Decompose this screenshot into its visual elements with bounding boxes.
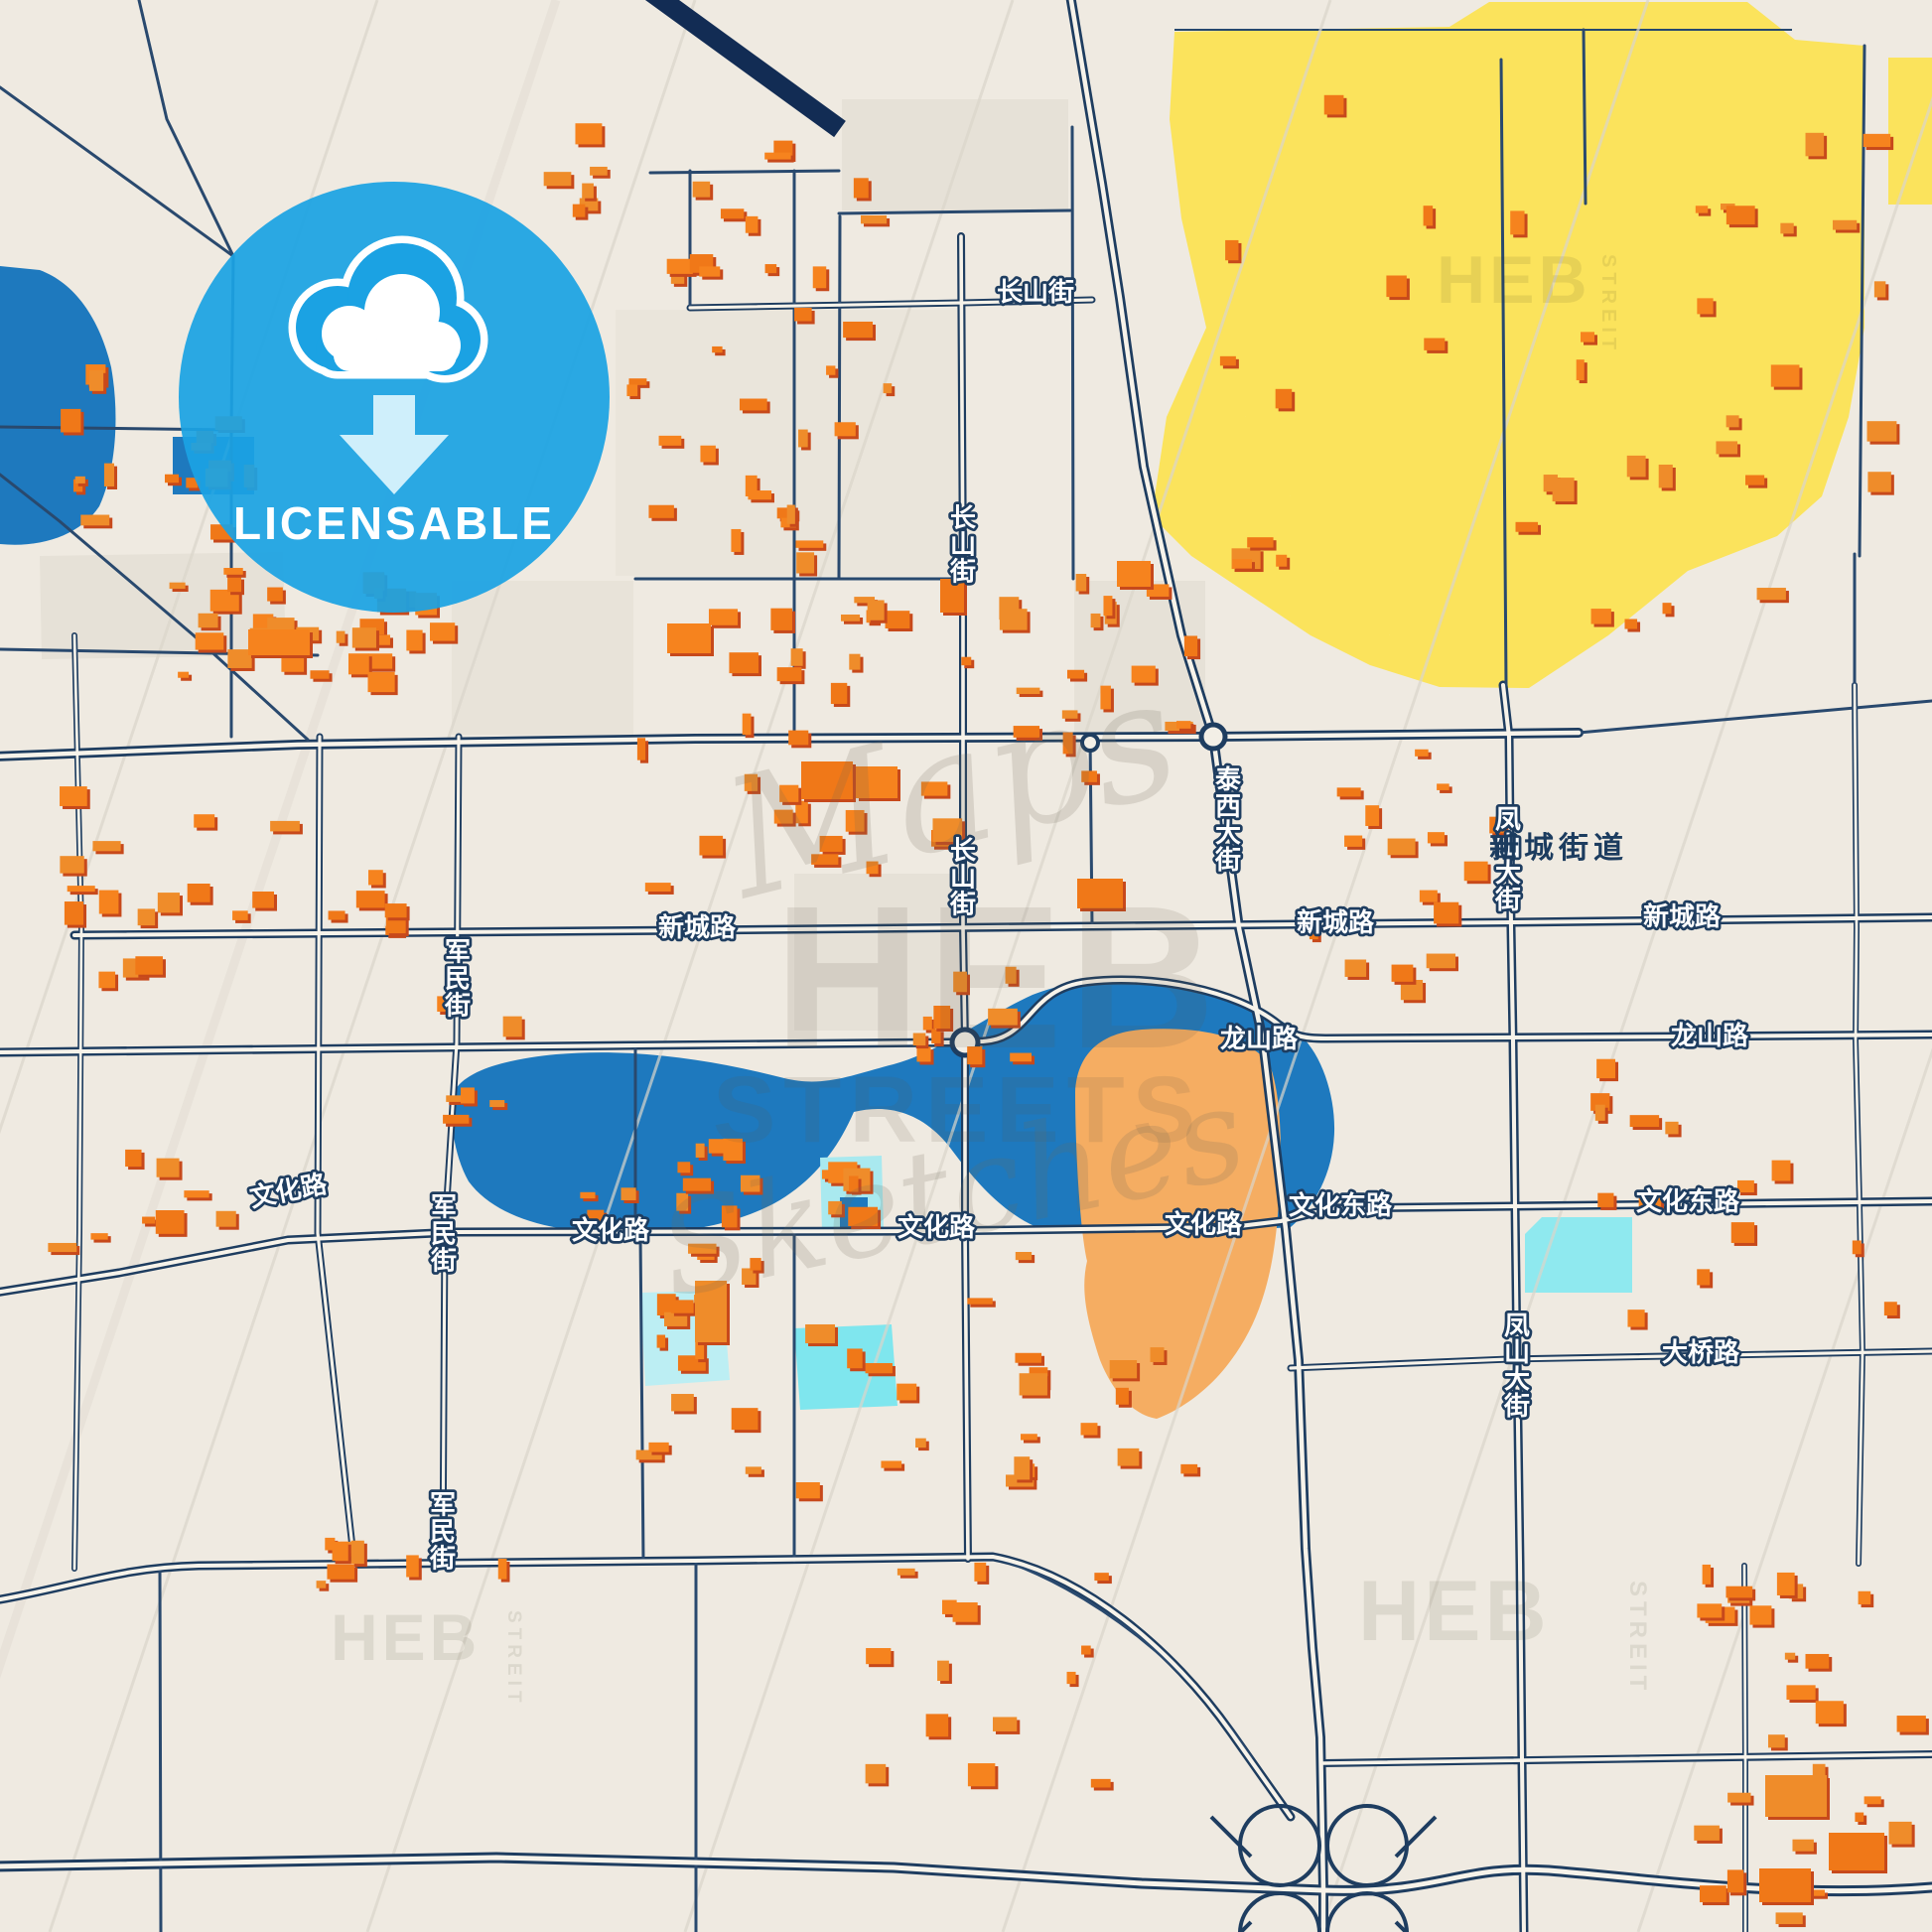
cloud-download-icon <box>288 235 488 494</box>
street-label: 文化东路 <box>1289 1190 1393 1220</box>
street-label: 凤山大街 <box>1503 1311 1530 1421</box>
corner-watermarks: HEB STREIT HEB STREIT HEB STREIT <box>331 242 1651 1708</box>
lake-left <box>0 266 116 545</box>
street-label: 文化路 <box>247 1169 330 1213</box>
watermark-streit-corner: STREIT <box>1624 1581 1651 1695</box>
street-label: 新城路 <box>1643 901 1722 931</box>
street-label: 军民街 <box>430 1192 457 1276</box>
licensable-badge[interactable]: LICENSABLE <box>179 182 610 613</box>
street-label: 文化路 <box>572 1215 650 1245</box>
buildings-layer <box>48 94 1929 1928</box>
street-label: 新城路 <box>1297 907 1375 937</box>
street-label: 龙山路 <box>1671 1021 1749 1050</box>
railway-line <box>645 0 846 138</box>
cloverleaf-interchange <box>1209 1804 1438 1932</box>
street-label: 文化路 <box>1165 1209 1243 1239</box>
district-gray-blocks <box>40 99 1205 1031</box>
street-label: 军民街 <box>444 937 471 1021</box>
street-label: 凤山大街 <box>1494 804 1521 914</box>
street-label: 军民街 <box>429 1490 456 1574</box>
place-label: 新城街道 <box>1489 832 1628 865</box>
street-label: 新城路 <box>658 912 737 942</box>
street-label: 长山街 <box>949 503 977 587</box>
street-label: 长山街 <box>949 836 977 919</box>
street-label: 泰西大街 <box>1214 764 1242 875</box>
street-label: 大桥路 <box>1662 1337 1740 1367</box>
street-label: 龙山路 <box>1220 1024 1299 1053</box>
watermark-heb-corner: HEB <box>1437 242 1591 318</box>
watermark-heb-corner: HEB <box>331 1600 481 1674</box>
watermark-streets: STREETS <box>713 1057 1203 1163</box>
badge-label: LICENSABLE <box>233 497 555 549</box>
watermark-streit-corner: STREIT <box>503 1610 524 1708</box>
district-yellow <box>1152 2 1932 688</box>
watermark-streit-corner: STREIT <box>1597 254 1619 354</box>
street-label: 文化路 <box>897 1212 976 1242</box>
street-label: 文化东路 <box>1636 1186 1740 1216</box>
watermark-heb-corner: HEB <box>1358 1564 1551 1659</box>
street-label: 长山街 <box>997 277 1074 307</box>
download-arrow-icon <box>340 395 449 494</box>
watermark-heb-center: HEB <box>774 864 1222 1091</box>
